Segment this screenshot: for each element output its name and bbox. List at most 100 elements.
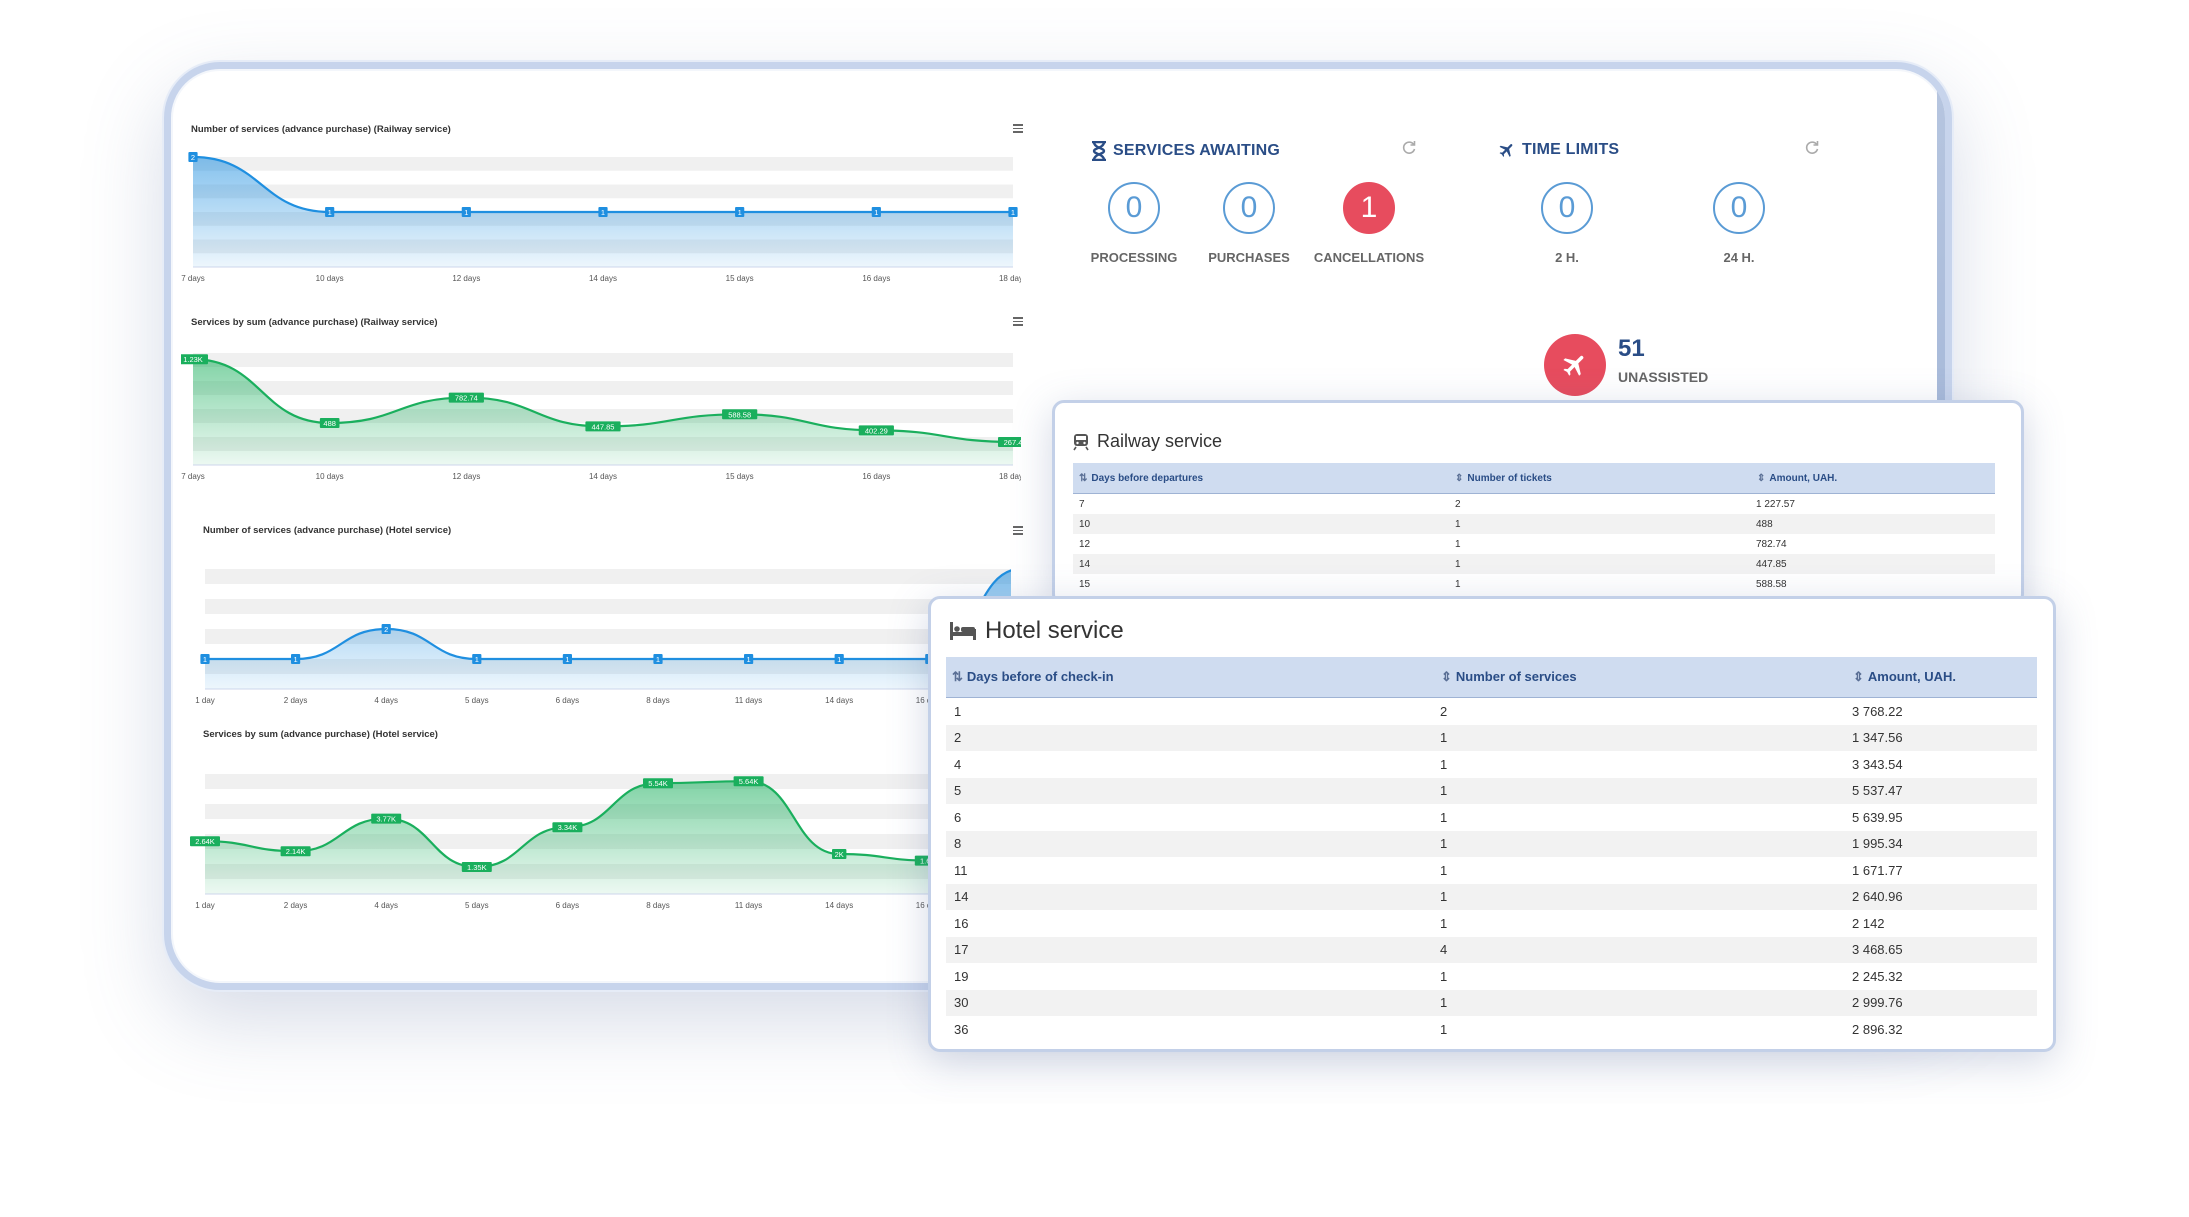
table-row[interactable]: 1 2 3 768.22 — [946, 698, 2037, 725]
purchases-label: PURCHASES — [1208, 250, 1290, 265]
cell-days: 15 — [1079, 578, 1091, 590]
data-label: 1 — [475, 655, 479, 664]
table-row[interactable]: 14 1 2 640.96 — [946, 883, 2037, 910]
data-label-box — [722, 409, 758, 420]
data-label-box — [200, 654, 210, 664]
table-row[interactable]: 36 1 2 896.32 — [946, 1016, 2037, 1043]
cell-days: 12 — [1079, 538, 1091, 550]
data-label: 782.74 — [455, 394, 478, 403]
cell-days: 1 — [954, 703, 962, 719]
x-tick-label: 4 days — [374, 901, 398, 910]
data-label-box — [448, 392, 484, 403]
data-label-box — [472, 654, 482, 664]
data-label-box — [319, 417, 340, 428]
table-row[interactable]: 30 1 2 999.76 — [946, 989, 2037, 1016]
column-header-amount[interactable]: ⇕ Amount, UAH. — [1852, 657, 2037, 698]
table-row[interactable]: 15 1 588.58 — [1073, 574, 1995, 594]
table-row[interactable]: 12 1 782.74 — [1073, 534, 1995, 554]
cell-amount: 1 995.34 — [1852, 830, 2037, 857]
unassisted-badge[interactable] — [1544, 334, 1606, 396]
cell-amount: 1 347.56 — [1852, 724, 2037, 751]
column-header-days[interactable]: ⇅ Days before departures — [1073, 463, 1455, 494]
unassisted-count: 51 — [1618, 335, 1645, 362]
cell-amount: 3 468.65 — [1852, 936, 2037, 963]
data-label-box — [1008, 207, 1018, 217]
cancellations-count[interactable]: 1 — [1343, 182, 1395, 234]
column-header-days[interactable]: ⇅ Days before of check-in — [946, 657, 1440, 698]
table-row[interactable]: 16 1 2 142 — [946, 910, 2037, 937]
series-area — [193, 359, 1013, 465]
cell-days: 10 — [1073, 514, 1455, 534]
data-label-box — [858, 425, 894, 436]
cell-amount: 588.58 — [1756, 578, 1787, 590]
data-label-box — [585, 421, 621, 432]
data-label-box — [280, 846, 311, 857]
data-label-box — [552, 822, 583, 833]
chart-title-hotel-count: Number of services (advance purchase) (H… — [203, 525, 452, 536]
limit-24h-count[interactable]: 0 — [1713, 182, 1765, 234]
data-label-box — [598, 207, 608, 217]
table-row[interactable]: 19 1 2 245.32 — [946, 963, 2037, 990]
cell-amount: 2 896.32 — [1852, 1021, 1903, 1037]
limit-24h-label: 24 H. — [1723, 250, 1755, 265]
purchases-count[interactable]: 0 — [1223, 182, 1275, 234]
processing-count[interactable]: 0 — [1108, 182, 1160, 234]
time-limits-title: TIME LIMITS — [1522, 141, 1620, 158]
limit-2h-count[interactable]: 0 — [1541, 182, 1593, 234]
x-tick-label: 12 days — [452, 274, 480, 283]
table-row[interactable]: 14 1 447.85 — [1073, 554, 1995, 574]
chart-rail-count: 2 7 days 1 10 days 1 12 days 1 14 days 1 15 days 1… — [181, 152, 1021, 283]
data-label: 1.35K — [467, 863, 487, 872]
cell-days: 17 — [946, 936, 1440, 963]
services-awaiting-title: SERVICES AWAITING — [1113, 142, 1280, 159]
data-label: 402.29 — [865, 426, 888, 435]
cell-count: 1 — [1440, 915, 1448, 931]
cancellations-label: CANCELLATIONS — [1313, 250, 1425, 265]
data-label: 1 — [1011, 208, 1015, 217]
data-label-box — [744, 654, 754, 664]
x-tick-label: 16 days — [862, 274, 890, 283]
table-row[interactable]: 10 1 488 — [1073, 514, 1995, 534]
refresh-icon[interactable] — [1804, 139, 1820, 155]
refresh-icon[interactable] — [1401, 139, 1417, 155]
x-tick-label: 14 days — [589, 472, 617, 481]
table-row[interactable]: 17 4 3 468.65 — [946, 936, 2037, 963]
data-label: 5.54K — [648, 779, 668, 788]
train-icon — [1073, 433, 1089, 450]
column-header-tickets[interactable]: ⇕ Number of tickets — [1455, 463, 1756, 494]
x-tick-label: 16 days — [862, 472, 890, 481]
chart-menu-icon[interactable] — [1013, 526, 1023, 535]
table-row[interactable]: 6 1 5 639.95 — [946, 804, 2037, 831]
limit-2h-label: 2 H. — [1555, 250, 1579, 265]
cell-days: 19 — [954, 968, 969, 984]
chart-hotel-sum: 2.64K 1 day 2.14K 2 days 3.77K 4 days 1.35K 5 d… — [190, 774, 1011, 910]
cell-count: 2 — [1440, 703, 1448, 719]
x-tick-label: 10 days — [316, 274, 344, 283]
column-header-amount[interactable]: ⇕ Amount, UAH. — [1756, 463, 1995, 494]
data-label-box — [371, 813, 402, 824]
chart-menu-icon[interactable] — [1013, 124, 1023, 133]
data-label-box — [834, 654, 844, 664]
x-tick-label: 14 days — [825, 696, 853, 705]
cell-days: 16 — [954, 915, 969, 931]
table-row[interactable]: 7 2 1 227.57 — [1073, 494, 1995, 515]
data-label-box — [188, 152, 198, 162]
cell-amount: 1 227.57 — [1756, 498, 1795, 510]
cell-days: 36 — [954, 1021, 969, 1037]
table-row[interactable]: 4 1 3 343.54 — [946, 751, 2037, 778]
table-row[interactable]: 11 1 1 671.77 — [946, 857, 2037, 884]
x-tick-label: 1 day — [195, 696, 215, 705]
column-header-services[interactable]: ⇕ Number of services — [1440, 657, 1852, 698]
x-tick-label: 6 days — [556, 696, 580, 705]
data-label: 2 — [191, 153, 195, 162]
cell-amount: 3 768.22 — [1852, 703, 1903, 719]
cell-amount: 1 671.77 — [1852, 862, 1903, 878]
data-label: 1.23K — [183, 355, 203, 364]
chart-menu-icon[interactable] — [1013, 317, 1023, 326]
data-label-box — [461, 862, 492, 872]
x-tick-label: 2 days — [284, 696, 308, 705]
data-label: 5.64K — [739, 777, 759, 786]
